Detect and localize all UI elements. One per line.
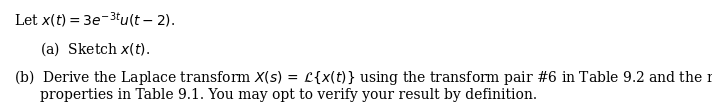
Text: (b)  Derive the Laplace transform $X(s)\, =\, \mathcal{L}\{x(t)\}$ using the tra: (b) Derive the Laplace transform $X(s)\,… — [14, 68, 712, 87]
Text: (a)  Sketch $x(t)$.: (a) Sketch $x(t)$. — [40, 40, 150, 58]
Text: Let $x(t) = 3e^{-3t}u(t-2)$.: Let $x(t) = 3e^{-3t}u(t-2)$. — [14, 10, 175, 30]
Text: properties in Table 9.1. You may opt to verify your result by definition.: properties in Table 9.1. You may opt to … — [40, 88, 537, 102]
